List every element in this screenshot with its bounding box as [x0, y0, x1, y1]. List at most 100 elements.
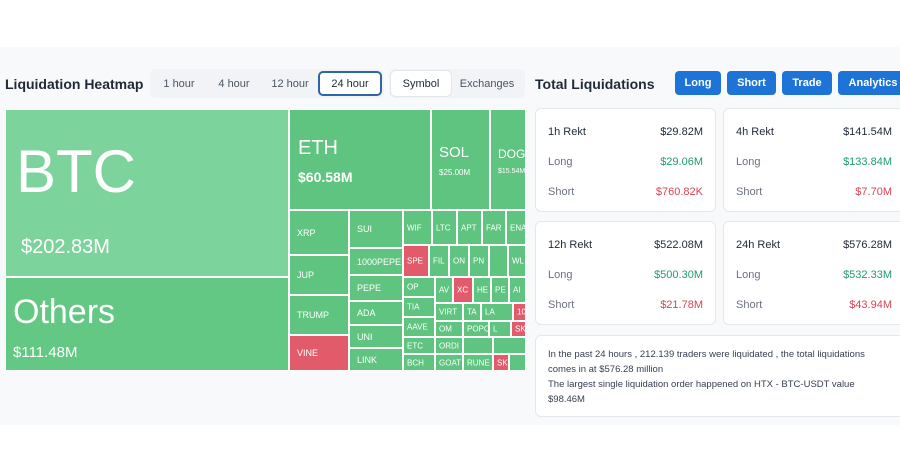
- tile-btc-value: $202.83M: [21, 236, 110, 258]
- analytics-button[interactable]: Analytics: [838, 71, 900, 95]
- tile-ai[interactable]: AI: [509, 277, 526, 303]
- short-value: $7.70M: [855, 186, 892, 198]
- tile-ltc[interactable]: LTC: [432, 210, 457, 245]
- tile-tia[interactable]: TIA: [403, 297, 435, 317]
- tile-ta[interactable]: TA: [463, 303, 481, 321]
- heatmap-title: Liquidation Heatmap: [5, 76, 144, 92]
- card-period: 12h Rekt: [548, 239, 593, 251]
- summary-line-2: comes in at $576.28 million: [548, 364, 664, 375]
- card-total: $29.82M: [660, 126, 703, 138]
- tile-l[interactable]: L: [489, 321, 511, 337]
- short-label: Short: [736, 186, 763, 198]
- summary-line-3: The largest single liquidation order hap…: [548, 379, 855, 390]
- tile-sk-2[interactable]: SK: [493, 354, 509, 371]
- tile-eth[interactable]: ETH $60.58M: [289, 109, 431, 210]
- tile-nk[interactable]: [489, 245, 508, 277]
- card-total: $141.54M: [843, 126, 892, 138]
- tile-aave[interactable]: AAVE: [403, 317, 435, 337]
- tile-link[interactable]: LINK: [349, 348, 403, 371]
- tile-others-name: Others: [13, 293, 116, 331]
- card-period: 24h Rekt: [736, 239, 781, 251]
- total-liquidations-title: Total Liquidations: [535, 76, 655, 92]
- short-button[interactable]: Short: [727, 71, 776, 95]
- tile-others-value: $111.48M: [13, 344, 78, 361]
- tile-jup[interactable]: JUP: [289, 255, 349, 295]
- card-period: 1h Rekt: [548, 126, 586, 138]
- tile-ordi[interactable]: ORDI: [435, 337, 463, 354]
- tile-rune[interactable]: RUNE: [463, 354, 493, 371]
- long-value: $29.06M: [660, 156, 703, 168]
- tile-apt[interactable]: APT: [457, 210, 482, 245]
- tile-on[interactable]: ON: [449, 245, 469, 277]
- tile-vine[interactable]: VINE: [289, 335, 349, 371]
- tile-misc-a[interactable]: [463, 337, 493, 354]
- tile-fil[interactable]: FIL: [429, 245, 449, 277]
- tile-bch[interactable]: BCH: [403, 354, 435, 371]
- tile-om[interactable]: OM: [435, 321, 463, 337]
- card-total: $522.08M: [654, 239, 703, 251]
- tile-xrp[interactable]: XRP: [289, 210, 349, 255]
- trade-button[interactable]: Trade: [782, 71, 832, 95]
- card-period: 4h Rekt: [736, 126, 774, 138]
- short-label: Short: [548, 299, 575, 311]
- short-label: Short: [736, 299, 763, 311]
- tile-sk[interactable]: SK: [511, 321, 526, 337]
- liquidation-summary: In the past 24 hours , 212.139 traders w…: [535, 335, 900, 417]
- tile-sol-value: $25.00M: [439, 168, 471, 177]
- tile-xc[interactable]: XC: [453, 277, 473, 303]
- tab-12-hour[interactable]: 12 hour: [271, 77, 309, 90]
- tab-1-hour[interactable]: 1 hour: [163, 77, 195, 90]
- tile-wl[interactable]: WL: [508, 245, 526, 277]
- tile-la[interactable]: LA: [481, 303, 513, 321]
- tab-symbol[interactable]: Symbol: [391, 71, 451, 96]
- tile-doge-value: $15.54M: [498, 168, 526, 175]
- tile-btc[interactable]: BTC $202.83M: [5, 109, 289, 277]
- tab-exchanges[interactable]: Exchanges: [459, 77, 515, 90]
- tile-sol[interactable]: SOL $25.00M: [431, 109, 490, 210]
- tile-sui[interactable]: SUI: [349, 210, 403, 248]
- short-label: Short: [548, 186, 575, 198]
- tile-virt[interactable]: VIRT: [435, 303, 463, 321]
- tile-popcat[interactable]: POPC: [463, 321, 489, 337]
- tile-pepe[interactable]: PEPE: [349, 275, 403, 301]
- tile-ada[interactable]: ADA: [349, 301, 403, 325]
- tile-goat[interactable]: GOAT: [435, 354, 463, 371]
- tile-pn[interactable]: PN: [469, 245, 489, 277]
- tile-1000pepe[interactable]: 1000PEPE: [349, 248, 403, 275]
- tile-av[interactable]: AV: [435, 277, 453, 303]
- tab-4-hour[interactable]: 4 hour: [218, 77, 250, 90]
- summary-line-4: $98.46M: [548, 394, 585, 405]
- tile-ena[interactable]: ENA: [506, 210, 526, 245]
- card-24h-rekt: 24h Rekt $576.28M Long $532.33M Short $43.9…: [723, 221, 900, 325]
- short-value: $21.78M: [660, 299, 703, 311]
- tile-he[interactable]: HE: [473, 277, 491, 303]
- tile-op[interactable]: OP: [403, 277, 435, 297]
- tile-10[interactable]: 10: [513, 303, 526, 321]
- tile-doge[interactable]: DOG $15.54M: [490, 109, 526, 210]
- tile-pe[interactable]: PE: [491, 277, 509, 303]
- short-value: $43.94M: [849, 299, 892, 311]
- tile-misc-c[interactable]: [509, 354, 526, 371]
- tile-misc-b[interactable]: [493, 337, 526, 354]
- tile-others[interactable]: Others $111.48M: [5, 277, 289, 371]
- liquidation-treemap: BTC $202.83M Others $111.48M ETH $60.58M…: [5, 109, 526, 371]
- tile-etc[interactable]: ETC: [403, 337, 435, 354]
- time-range-tabs: 1 hour 4 hour 12 hour 24 hour: [150, 69, 384, 98]
- card-4h-rekt: 4h Rekt $141.54M Long $133.84M Short $7.70M: [723, 108, 900, 212]
- tile-eth-value: $60.58M: [298, 169, 353, 185]
- tile-far[interactable]: FAR: [482, 210, 506, 245]
- tab-24-hour[interactable]: 24 hour: [318, 71, 382, 96]
- card-1h-rekt: 1h Rekt $29.82M Long $29.06M Short $760.82K: [535, 108, 716, 212]
- long-button[interactable]: Long: [675, 71, 721, 95]
- tile-uni[interactable]: UNI: [349, 325, 403, 348]
- long-label: Long: [548, 156, 573, 168]
- long-label: Long: [736, 269, 761, 281]
- tile-eth-name: ETH: [298, 137, 338, 159]
- tile-spe[interactable]: SPE: [403, 245, 429, 277]
- tile-wif[interactable]: WIF: [403, 210, 432, 245]
- summary-line-1: In the past 24 hours , 212.139 traders w…: [548, 349, 865, 360]
- tile-trump[interactable]: TRUMP: [289, 295, 349, 335]
- long-value: $500.30M: [654, 269, 703, 281]
- long-label: Long: [736, 156, 761, 168]
- card-12h-rekt: 12h Rekt $522.08M Long $500.30M Short $21.7…: [535, 221, 716, 325]
